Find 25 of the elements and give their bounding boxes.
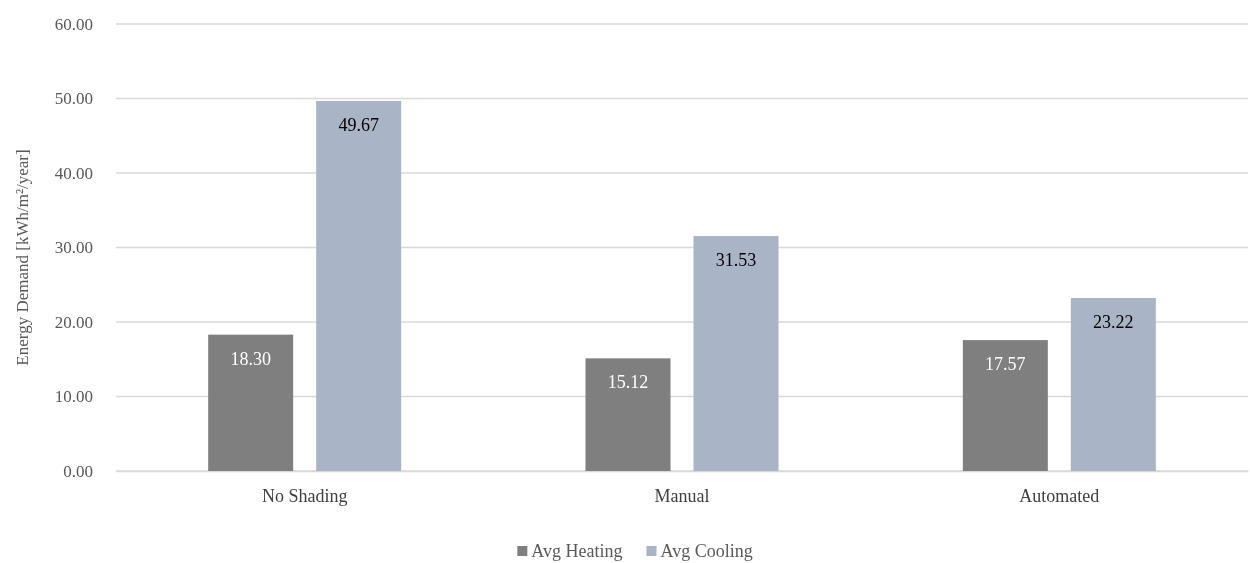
x-tick-label: Automated bbox=[1019, 485, 1100, 506]
y-tick-label: 0.00 bbox=[63, 461, 93, 481]
y-tick-label: 10.00 bbox=[54, 387, 93, 407]
bar bbox=[1070, 298, 1156, 471]
y-tick-label: 20.00 bbox=[54, 312, 93, 332]
y-tick-label: 60.00 bbox=[54, 14, 93, 34]
x-tick-label: No Shading bbox=[261, 485, 348, 506]
legend-label: Avg Heating bbox=[531, 541, 623, 561]
bar bbox=[208, 334, 294, 471]
y-axis-title: Energy Demand [kWh/m²/year] bbox=[13, 149, 32, 366]
x-tick-label: Manual bbox=[654, 485, 710, 506]
bar bbox=[693, 236, 779, 471]
legend-label: Avg Cooling bbox=[660, 541, 753, 561]
y-tick-label: 40.00 bbox=[54, 163, 93, 183]
bar bbox=[962, 340, 1048, 471]
bar bbox=[316, 100, 402, 471]
y-tick-label: 50.00 bbox=[54, 89, 93, 109]
data-label: 49.67 bbox=[338, 114, 379, 135]
data-label: 15.12 bbox=[607, 372, 649, 393]
y-tick-label: 30.00 bbox=[54, 238, 93, 258]
bar bbox=[585, 358, 671, 471]
data-label: 23.22 bbox=[1093, 312, 1134, 333]
data-label: 31.53 bbox=[715, 250, 757, 271]
data-label: 17.57 bbox=[985, 354, 1026, 375]
data-label: 18.30 bbox=[230, 348, 271, 369]
